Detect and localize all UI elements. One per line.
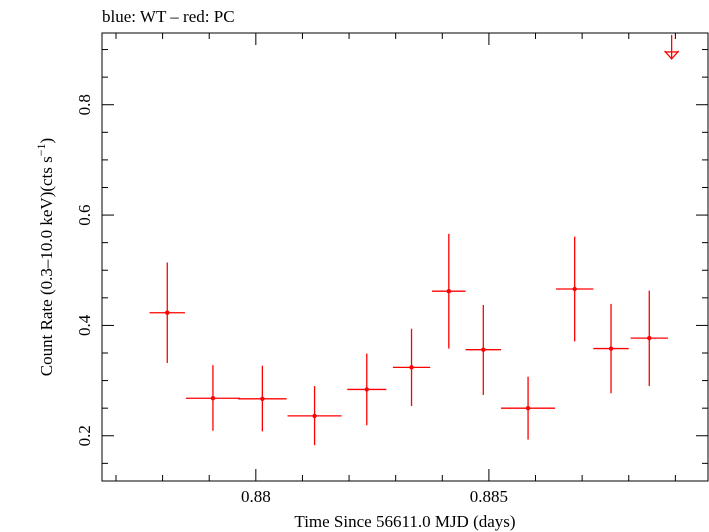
x-tick-label: 0.885: [470, 487, 508, 506]
y-axis-label-superscript: −1: [34, 143, 48, 156]
data-marker: [409, 365, 414, 370]
data-marker: [364, 387, 369, 392]
y-tick-label: 0.2: [75, 425, 94, 446]
x-tick-label: 0.88: [241, 487, 271, 506]
data-marker: [647, 335, 652, 341]
upper-limit-arrowhead: [664, 50, 680, 60]
data-marker: [210, 396, 216, 401]
data-series: [149, 34, 680, 446]
data-marker: [572, 286, 577, 292]
upper-limit-marker: [664, 34, 680, 60]
y-axis-label-end: ): [37, 138, 56, 144]
y-axis-label-main: Count Rate (0.3–10.0 keV)(cts s: [37, 156, 56, 376]
data-point: [432, 233, 466, 349]
data-marker: [608, 346, 614, 351]
data-marker: [260, 396, 265, 401]
data-marker: [312, 413, 317, 419]
data-marker: [481, 347, 486, 352]
x-axis-label: Time Since 56611.0 MJD (days): [294, 512, 515, 531]
y-tick-label: 0.4: [75, 314, 94, 336]
data-marker: [446, 289, 452, 294]
data-point: [630, 290, 668, 387]
data-point: [287, 386, 342, 446]
data-marker: [525, 405, 531, 411]
y-axis-label: Count Rate (0.3–10.0 keV)(cts s−1): [34, 138, 56, 376]
data-point: [556, 236, 594, 342]
chart-title: blue: WT – red: PC: [102, 7, 235, 26]
y-tick-label: 0.6: [75, 204, 94, 225]
data-point: [501, 376, 556, 440]
data-point: [347, 353, 387, 426]
data-marker: [165, 310, 170, 315]
y-tick-label: 0.8: [75, 94, 94, 115]
plot-frame: [101, 32, 709, 482]
data-point: [149, 262, 185, 363]
axis-ticks: [102, 33, 708, 481]
data-point: [465, 305, 502, 395]
data-point: [238, 365, 287, 432]
tick-labels: 0.88 0.885 0.2 0.4 0.6 0.8: [75, 94, 508, 506]
data-point: [185, 365, 240, 431]
data-point: [593, 303, 629, 394]
data-point: [392, 328, 431, 406]
